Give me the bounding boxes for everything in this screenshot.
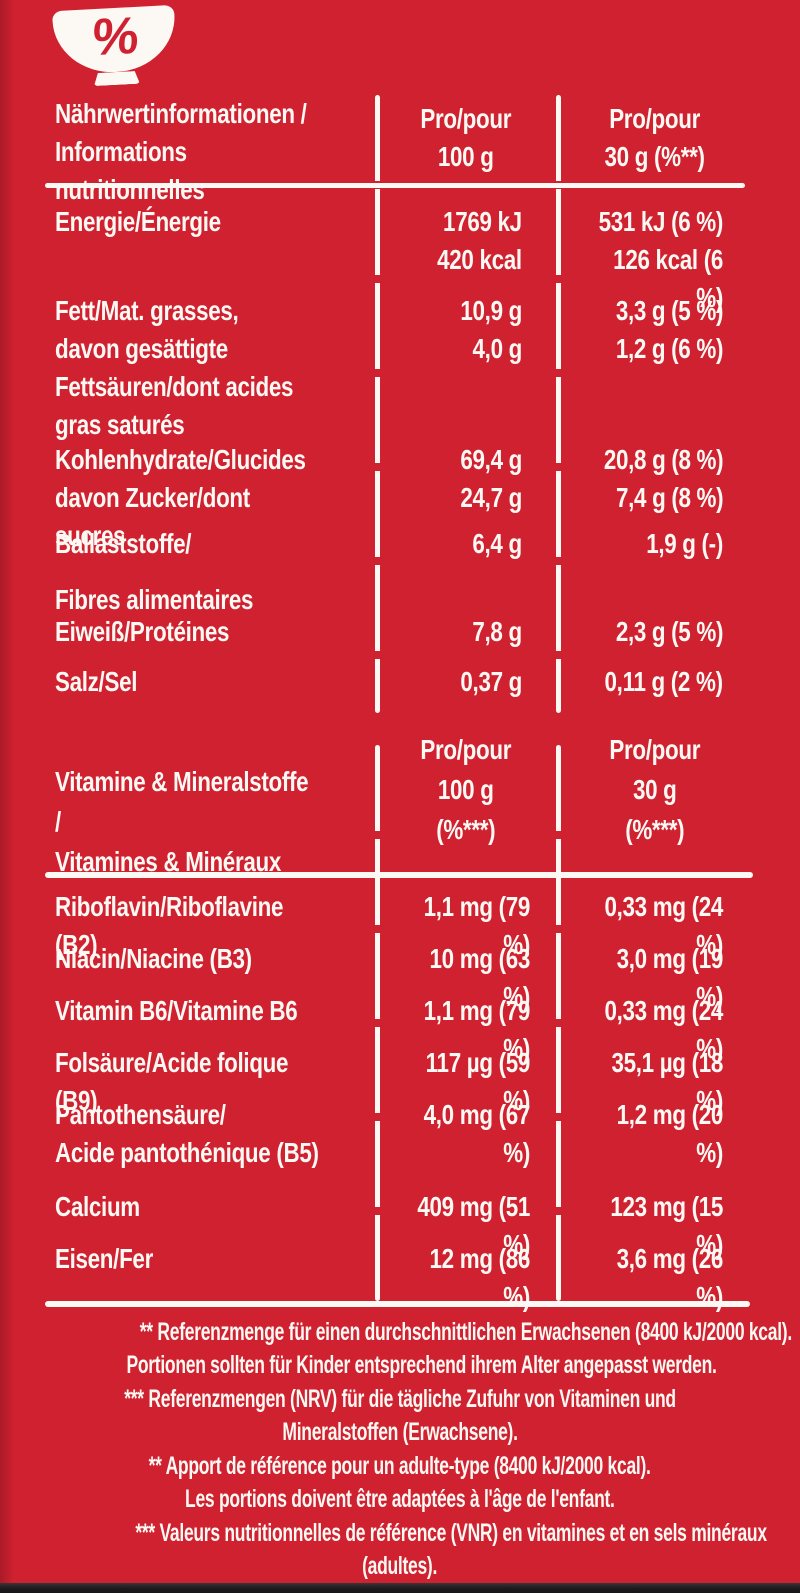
table1-header-per100: Pro/pour 100 g xyxy=(420,103,511,172)
row-pantothensaeure-label: Pantothensäure/ Acide pantothénique (B5) xyxy=(55,1099,319,1168)
row-ballaststoffe-per30: 1,9 g (-) xyxy=(646,528,723,559)
row-folsaeure-per30: 35,1 µg (18 %) xyxy=(611,1047,724,1116)
column-divider-2-upper xyxy=(556,95,561,713)
row-ballaststoffe-per100: 6,4 g xyxy=(472,528,523,559)
row-pantothensaeure-per100: 4,0 mg (67 %) xyxy=(423,1099,531,1168)
row-calcium-per100: 409 mg (51 %) xyxy=(417,1191,530,1260)
row-calcium-per30: 123 mg (15 %) xyxy=(610,1191,723,1260)
row-fett-per30: 3,3 g (5 %) 1,2 g (6 %) xyxy=(615,295,724,364)
table2-header-per100: Pro/pour 100 g (%***) xyxy=(420,734,511,845)
row-calcium-label: Calcium xyxy=(55,1191,140,1222)
table2-header-per30: Pro/pour 30 g (%***) xyxy=(609,734,701,845)
row-kohlenhydrate-per30: 20,8 g (8 %) 7,4 g (8 %) xyxy=(603,444,724,513)
row-salz-per30: 0,11 g (2 %) xyxy=(604,666,723,697)
footnote-line: *** Referenzmengen (NRV) für die täglich… xyxy=(124,1385,676,1413)
row-folsaeure-per100: 117 µg (59 %) xyxy=(425,1047,531,1116)
row-energie-label: Energie/Énergie xyxy=(55,206,221,237)
row-pantothensaeure-per30: 1,2 mg (20 %) xyxy=(616,1099,724,1168)
column-divider-2-lower xyxy=(556,745,561,1301)
bowl-shape: % xyxy=(52,4,178,76)
row-vitaminb6-label: Vitamin B6/Vitamine B6 xyxy=(55,995,298,1026)
row-energie-per30: 531 kJ (6 %) 126 kcal (6 %) xyxy=(598,206,724,313)
row-kohlenhydrate-label: Kohlenhydrate/Glucides davon Zucker/dont… xyxy=(55,444,306,551)
row-niacin-per30: 3,0 mg (19 %) xyxy=(616,943,724,1012)
row-kohlenhydrate-per100: 69,4 g 24,7 g xyxy=(460,444,522,513)
vitamins-header-rule xyxy=(45,872,753,878)
row-eisen-per100: 12 mg (86 %) xyxy=(429,1243,531,1312)
bowl-percent-icon: % xyxy=(52,3,178,91)
table1-header-per30: Pro/pour 30 g (%**) xyxy=(604,103,706,172)
row-vitaminb6-per30: 0,33 mg (24 %) xyxy=(604,995,724,1064)
row-riboflavin-per30: 0,33 mg (24 %) xyxy=(604,891,724,960)
footnote-line: *** Valeurs nutritionnelles de référence… xyxy=(135,1519,767,1547)
row-eisen-per30: 3,6 mg (26 %) xyxy=(616,1243,724,1312)
row-niacin-label: Niacin/Niacine (B3) xyxy=(55,943,252,974)
row-eiweiss-per30: 2,3 g (5 %) xyxy=(615,616,724,647)
percent-glyph: % xyxy=(90,6,139,68)
row-salz-per100: 0,37 g xyxy=(460,666,522,697)
footnotes-rule xyxy=(45,1301,750,1307)
table2-title: Vitamine & Mineralstoffe / Vitamines & M… xyxy=(55,766,309,877)
footnote-line: Portionen sollten für Kinder entsprechen… xyxy=(126,1351,717,1379)
row-ballaststoffe-label: Ballaststoffe/ xyxy=(55,528,192,559)
row-energie-per100: 1769 kJ 420 kcal xyxy=(437,206,522,275)
row-niacin-per100: 10 mg (63 %) xyxy=(429,943,531,1012)
column-divider-1-upper xyxy=(375,95,380,713)
row-riboflavin-per100: 1,1 mg (79 %) xyxy=(423,891,531,960)
row-eiweiss-label: Eiweiß/Protéines xyxy=(55,616,230,647)
column-divider-1-lower xyxy=(375,745,380,1301)
row-vitaminb6-per100: 1,1 mg (79 %) xyxy=(423,995,531,1064)
row-eisen-label: Eisen/Fer xyxy=(55,1243,153,1274)
footnote-line: (adultes). xyxy=(362,1552,438,1580)
box-bottom-edge xyxy=(0,1583,800,1593)
footnote-line: Les portions doivent être adaptées à l'â… xyxy=(185,1485,615,1513)
row-salz-label: Salz/Sel xyxy=(55,666,138,697)
header-rule xyxy=(45,183,745,188)
row-riboflavin-label: Riboflavin/Riboflavine (B2) xyxy=(55,891,284,960)
table1-title: Nährwertinformationen / Informations nut… xyxy=(55,98,307,205)
row-fett-label: Fett/Mat. grasses, davon gesättigte Fett… xyxy=(55,295,294,440)
bowl-foot xyxy=(93,71,140,86)
row-folsaeure-label: Folsäure/Acide folique (B9) xyxy=(55,1047,289,1116)
row-ballaststoffe-label2: Fibres alimentaires xyxy=(55,584,254,615)
row-eiweiss-per100: 7,8 g xyxy=(472,616,523,647)
row-fett-per100: 10,9 g 4,0 g xyxy=(460,295,522,364)
footnote-line: Mineralstoffen (Erwachsene). xyxy=(282,1418,518,1446)
footnote-line: ** Apport de référence pour un adulte-ty… xyxy=(148,1452,652,1480)
footnote-line: ** Referenzmenge für einen durchschnittl… xyxy=(139,1318,792,1346)
